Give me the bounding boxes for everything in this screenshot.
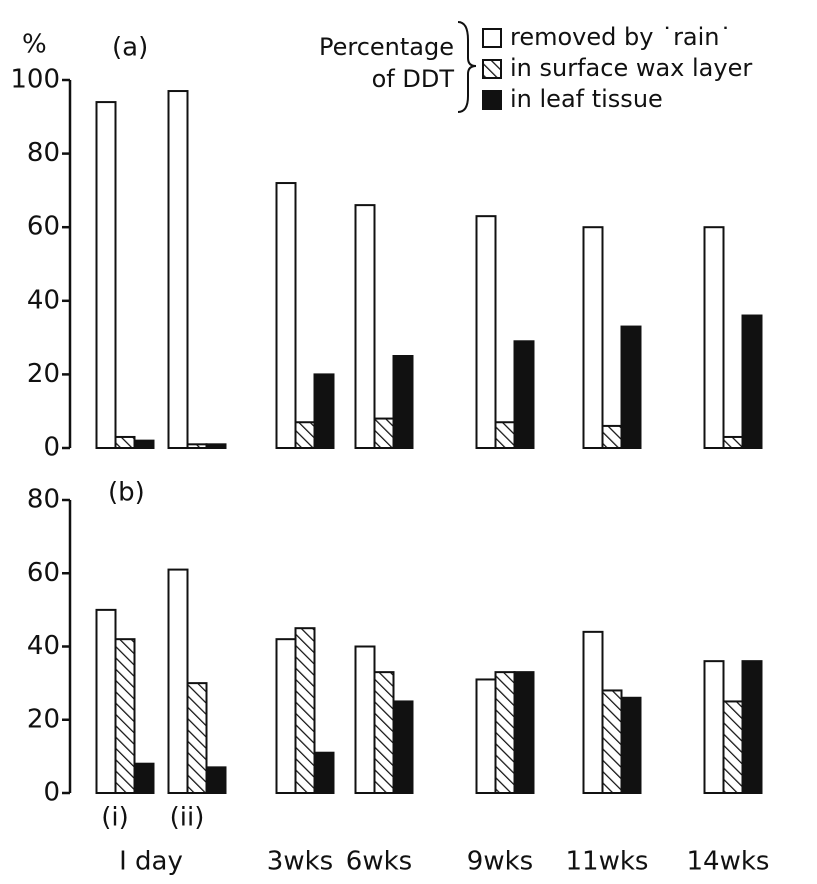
x-tick-label: (ii) — [170, 803, 205, 833]
bar — [513, 340, 535, 449]
bar — [114, 435, 136, 449]
bar — [373, 671, 395, 795]
legend-label: in surface wax layer — [510, 54, 752, 82]
x-group-label: I day — [119, 847, 183, 877]
y-tick-label: 60 — [27, 558, 60, 588]
legend-label: removed by ˙rain˙ — [510, 23, 732, 51]
y-tick-label: 40 — [27, 285, 60, 315]
bar — [275, 638, 297, 794]
y-tick-label: 0 — [43, 433, 60, 463]
bar — [373, 417, 395, 449]
bar — [703, 226, 725, 449]
y-tick-label: 80 — [27, 485, 60, 515]
bar — [475, 678, 497, 795]
bar — [294, 627, 316, 794]
bar — [601, 424, 623, 450]
bar — [354, 204, 376, 449]
bar — [582, 630, 604, 794]
bar — [722, 435, 744, 449]
bar — [133, 762, 155, 795]
x-group-label: 14wks — [687, 847, 770, 877]
bar — [167, 568, 189, 795]
y-tick-label: 60 — [27, 212, 60, 242]
legend-title: Percentage — [319, 33, 454, 61]
x-group-label: 9wks — [467, 847, 533, 877]
bar — [722, 700, 744, 794]
bar — [205, 766, 227, 794]
legend-brace — [457, 21, 477, 113]
bar — [114, 638, 136, 794]
legend-swatch — [482, 90, 502, 110]
bar — [582, 226, 604, 449]
bar — [741, 314, 763, 449]
y-tick-label: 40 — [27, 631, 60, 661]
y-tick-label: 100 — [10, 65, 60, 95]
legend-title: of DDT — [372, 65, 455, 93]
bar — [392, 355, 414, 449]
bar — [313, 373, 335, 449]
bar — [167, 90, 189, 449]
legend-swatch — [482, 59, 502, 79]
y-tick-label: 20 — [27, 704, 60, 734]
y-tick-label: 20 — [27, 359, 60, 389]
bar — [313, 751, 335, 795]
bar — [494, 421, 516, 449]
bar — [95, 101, 117, 450]
bar — [494, 671, 516, 795]
panel-title: (b) — [108, 478, 145, 508]
bar — [392, 700, 414, 794]
bar — [275, 182, 297, 449]
panel-title: (a) — [112, 33, 148, 63]
bar — [601, 689, 623, 795]
y-tick-label: 80 — [27, 138, 60, 168]
bar — [620, 696, 642, 795]
bar — [703, 660, 725, 795]
legend-label: in leaf tissue — [510, 85, 663, 113]
y-axis-label: % — [22, 30, 47, 60]
x-group-label: 6wks — [346, 847, 412, 877]
bar — [513, 671, 535, 795]
bar — [186, 443, 208, 450]
x-group-label: 3wks — [267, 847, 333, 877]
bar — [354, 645, 376, 794]
legend-swatch — [482, 28, 502, 48]
y-tick-label: 0 — [43, 778, 60, 808]
bar — [95, 608, 117, 794]
bar — [475, 215, 497, 449]
bar — [205, 443, 227, 450]
bar — [186, 682, 208, 794]
x-group-label: 11wks — [566, 847, 649, 877]
x-tick-label: (i) — [101, 803, 129, 833]
bar — [133, 439, 155, 450]
bar — [294, 421, 316, 449]
bar — [741, 660, 763, 795]
bar — [620, 325, 642, 449]
